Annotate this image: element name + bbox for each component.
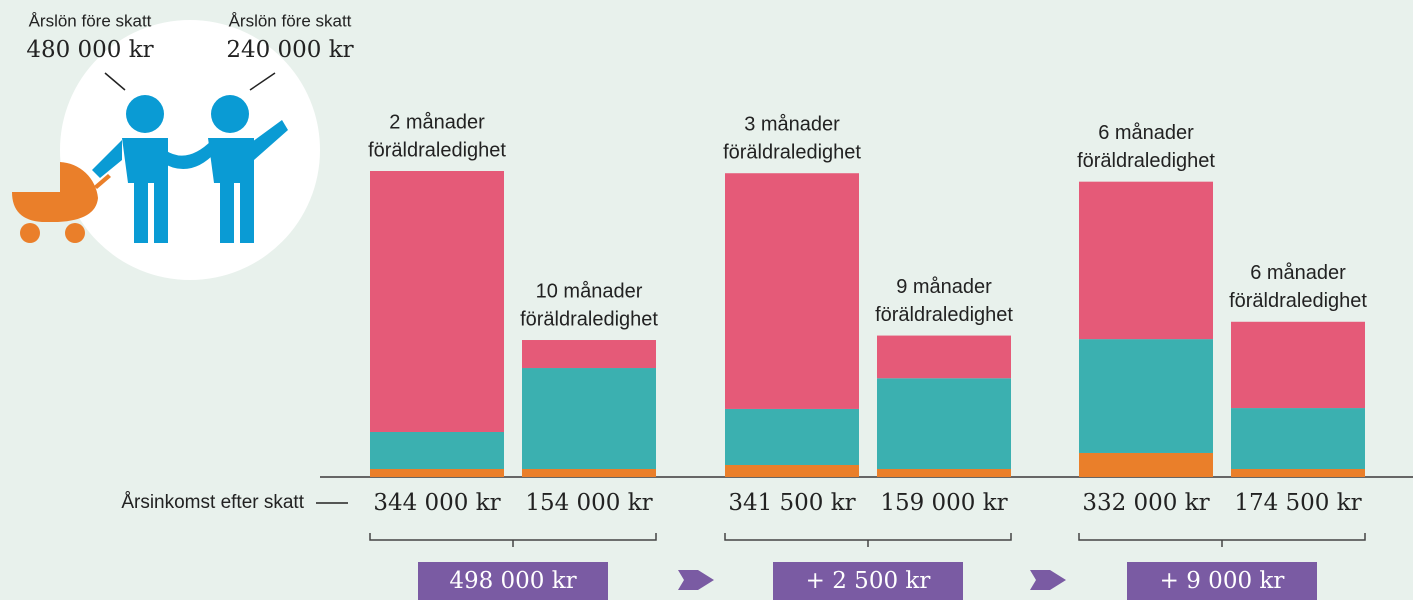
bar-segment [725, 173, 859, 409]
total-label: 332 000 kr [1082, 490, 1209, 516]
result-label: + 2 500 kr [806, 568, 931, 594]
bar-label: föräldraledighet [368, 139, 506, 161]
bracket [370, 533, 656, 547]
bar-label: 6 månader [1098, 122, 1194, 144]
person-caption: Årslön före skatt [229, 11, 352, 30]
bar-segment [877, 336, 1011, 379]
bar-segment [370, 469, 504, 477]
bracket [725, 533, 1011, 547]
person-salary: 480 000 kr [26, 37, 153, 63]
bar-label: 10 månader [536, 280, 643, 302]
total-label: 154 000 kr [525, 490, 652, 516]
bar-segment [725, 409, 859, 465]
axis-note: Årsinkomst efter skatt [121, 492, 304, 513]
bar-label: föräldraledighet [1077, 150, 1215, 172]
bar-label: föräldraledighet [1229, 290, 1367, 312]
bar-segment [522, 368, 656, 469]
bar-segment [370, 171, 504, 432]
person-caption: Årslön före skatt [29, 11, 152, 30]
bar-label: 9 månader [896, 276, 992, 298]
total-label: 344 000 kr [373, 490, 500, 516]
person-salary: 240 000 kr [226, 37, 353, 63]
bracket [1079, 533, 1365, 547]
bar-label: 2 månader [389, 111, 485, 133]
bar-segment [1079, 339, 1213, 453]
bar-segment [1231, 469, 1365, 477]
bar-label: föräldraledighet [723, 142, 861, 164]
bar-segment [1079, 182, 1213, 339]
bar-segment [522, 340, 656, 368]
bar-segment [877, 378, 1011, 469]
total-label: 341 500 kr [728, 490, 855, 516]
total-label: 174 500 kr [1234, 490, 1361, 516]
infographic: Årslön före skatt 480 000 kr Årslön före… [0, 0, 1413, 600]
bar-segment [370, 432, 504, 469]
bar-segment [1231, 322, 1365, 408]
result-label: 498 000 kr [449, 568, 576, 594]
bar-label: 3 månader [744, 114, 840, 136]
bar-segment [1231, 408, 1365, 469]
bar-label: 6 månader [1250, 262, 1346, 284]
bar-segment [522, 469, 656, 477]
bar-label: föräldraledighet [520, 308, 658, 330]
result-label: + 9 000 kr [1160, 568, 1285, 594]
bar-label: föräldraledighet [875, 304, 1013, 326]
total-label: 159 000 kr [880, 490, 1007, 516]
bar-segment [725, 465, 859, 477]
bar-segment [1079, 453, 1213, 477]
bar-segment [877, 469, 1011, 477]
